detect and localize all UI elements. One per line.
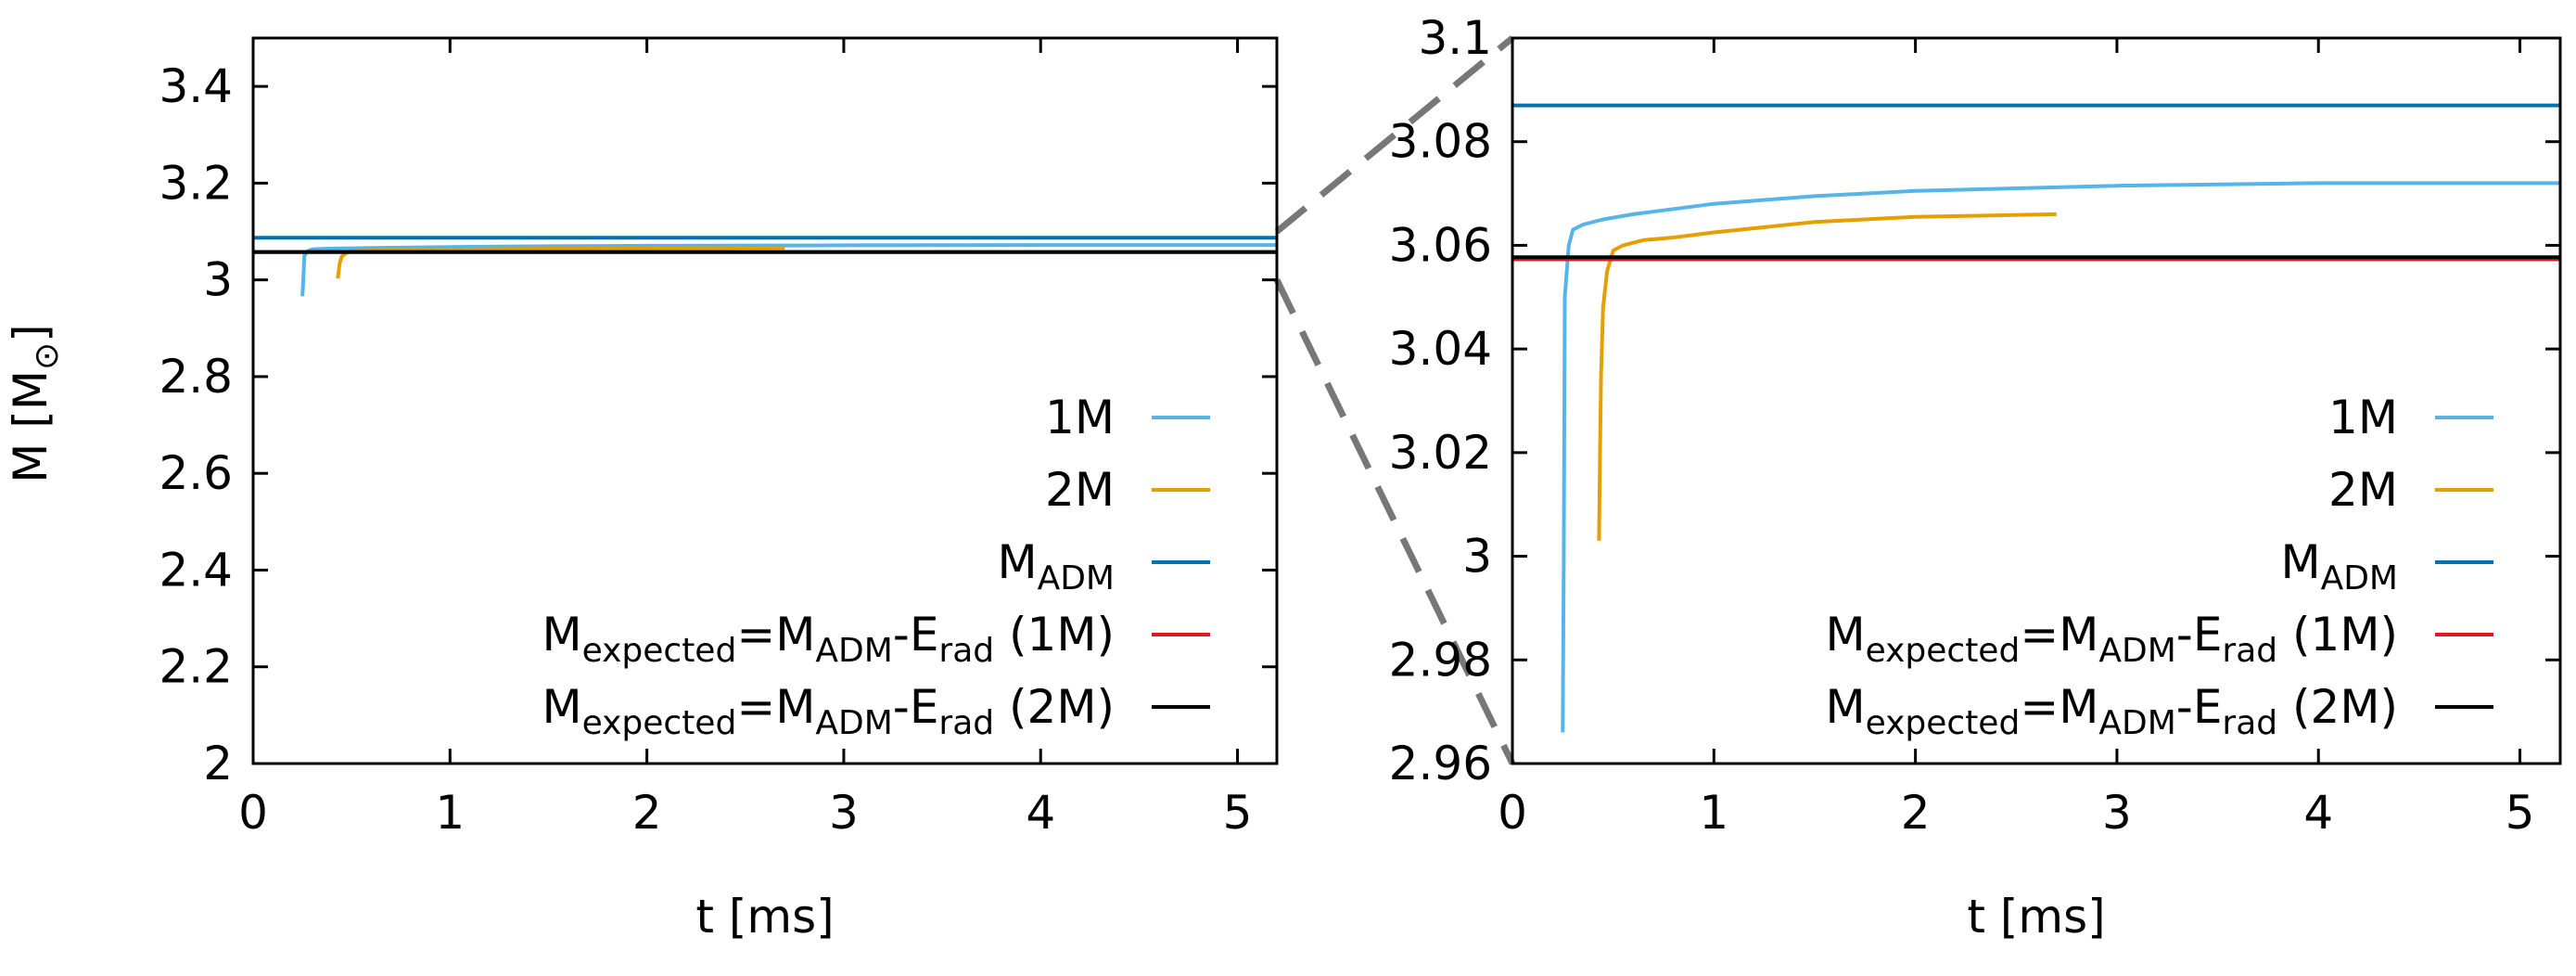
- legend-label-left-0: 1M: [1045, 391, 1115, 444]
- tick-labels-right: 0 1 2 3 4 5 2.96 2.98 3 3.02 3.04 3.06 3.08 3.1: [1389, 11, 2535, 840]
- plot-lines-left: [253, 236, 1277, 297]
- y-tick-label-left: 3.2: [159, 156, 233, 210]
- y-tick-label-right: 3.04: [1389, 322, 1492, 376]
- y-tick-label-left: 2.6: [159, 446, 233, 500]
- legend-left: 1M 2M MADM Mexpected=MADM-Erad (1M) Mexpecte…: [542, 391, 1210, 742]
- y-tick-label-left: 2: [203, 737, 233, 790]
- legend-label-left-3: Mexpected=MADM-Erad (1M): [542, 608, 1115, 670]
- y-tick-label-left: 2.4: [159, 543, 233, 597]
- y-tick-label-right: 3.02: [1389, 426, 1492, 480]
- x-tick-label-right: 0: [1498, 786, 1527, 840]
- legend-label-left-1: 2M: [1045, 463, 1115, 517]
- x-tick-label-right: 5: [2506, 786, 2535, 840]
- y-tick-label-right: 2.98: [1389, 633, 1492, 687]
- y-axis-label-sub: ⊙: [28, 342, 66, 370]
- legend-label-right-3: Mexpected=MADM-Erad (1M): [1825, 608, 2398, 670]
- series-line-right-1: [1597, 212, 2057, 541]
- legend-label-right-2: MADM: [2280, 535, 2398, 597]
- legend-label-left-2: MADM: [997, 535, 1115, 597]
- x-tick-label-left: 0: [238, 786, 268, 840]
- legend-label-right-1: 2M: [2328, 463, 2398, 517]
- zoom-connector-line-top: [1274, 35, 1515, 235]
- plot-frame-right: [1511, 36, 2562, 765]
- y-tick-label-left: 2.8: [159, 350, 233, 404]
- y-tick-label-right: 3.1: [1418, 11, 1492, 65]
- legend-label-right-0: 1M: [2328, 391, 2398, 444]
- x-tick-label-right: 4: [2303, 786, 2333, 840]
- chart-panel-left: 0 1 2 3 4 5 2 2.2 2.4 2.6 2.8 3 3.2 3.4 t [ms] 1M 2M MA…: [159, 36, 1279, 944]
- zoom-connector-line-bottom: [1273, 278, 1516, 765]
- legend-label-right-4: Mexpected=MADM-Erad (2M): [1825, 680, 2398, 742]
- legend-label-left-4: Mexpected=MADM-Erad (2M): [542, 680, 1115, 742]
- series-line-left-0: [300, 243, 1277, 297]
- plot-frame-left: [251, 36, 1279, 765]
- y-tick-label-left: 3.4: [159, 59, 233, 113]
- ticks-right: [1511, 36, 2560, 765]
- y-tick-label-right: 2.96: [1389, 737, 1492, 790]
- zoom-connector: [1273, 35, 1516, 765]
- y-tick-label-right: 3.06: [1389, 218, 1492, 272]
- x-tick-label-left: 2: [632, 786, 662, 840]
- plot-lines-right: [1512, 103, 2560, 733]
- y-axis-label-close: ]: [4, 324, 57, 342]
- x-tick-label-right: 1: [1699, 786, 1728, 840]
- chart-panel-right: 0 1 2 3 4 5 2.96 2.98 3 3.02 3.04 3.06 3.08 3.1 t [ms…: [1389, 11, 2562, 944]
- x-axis-label-left: t [ms]: [695, 890, 834, 944]
- x-tick-label-left: 3: [829, 786, 859, 840]
- tick-labels-left: 0 1 2 3 4 5 2 2.2 2.4 2.6 2.8 3 3.2 3.4: [159, 59, 1252, 840]
- x-tick-label-left: 5: [1223, 786, 1253, 840]
- y-axis-label-main: M [M: [4, 370, 57, 483]
- x-tick-label-left: 4: [1026, 786, 1055, 840]
- x-tick-label-right: 3: [2102, 786, 2132, 840]
- x-tick-label-right: 2: [1901, 786, 1931, 840]
- y-tick-label-right: 3: [1462, 530, 1492, 584]
- series-line-right-0: [1561, 181, 2560, 733]
- x-axis-label-right: t [ms]: [1967, 890, 2105, 944]
- y-tick-label-left: 3: [203, 253, 233, 307]
- y-tick-label-left: 2.2: [159, 640, 233, 694]
- y-tick-label-right: 3.08: [1389, 115, 1492, 169]
- legend-right: 1M 2M MADM Mexpected=MADM-Erad (1M) Mexpecte…: [1825, 391, 2493, 742]
- x-tick-label-left: 1: [435, 786, 465, 840]
- y-axis-label: M [M⊙]: [4, 324, 66, 482]
- ticks-left: [251, 38, 1277, 765]
